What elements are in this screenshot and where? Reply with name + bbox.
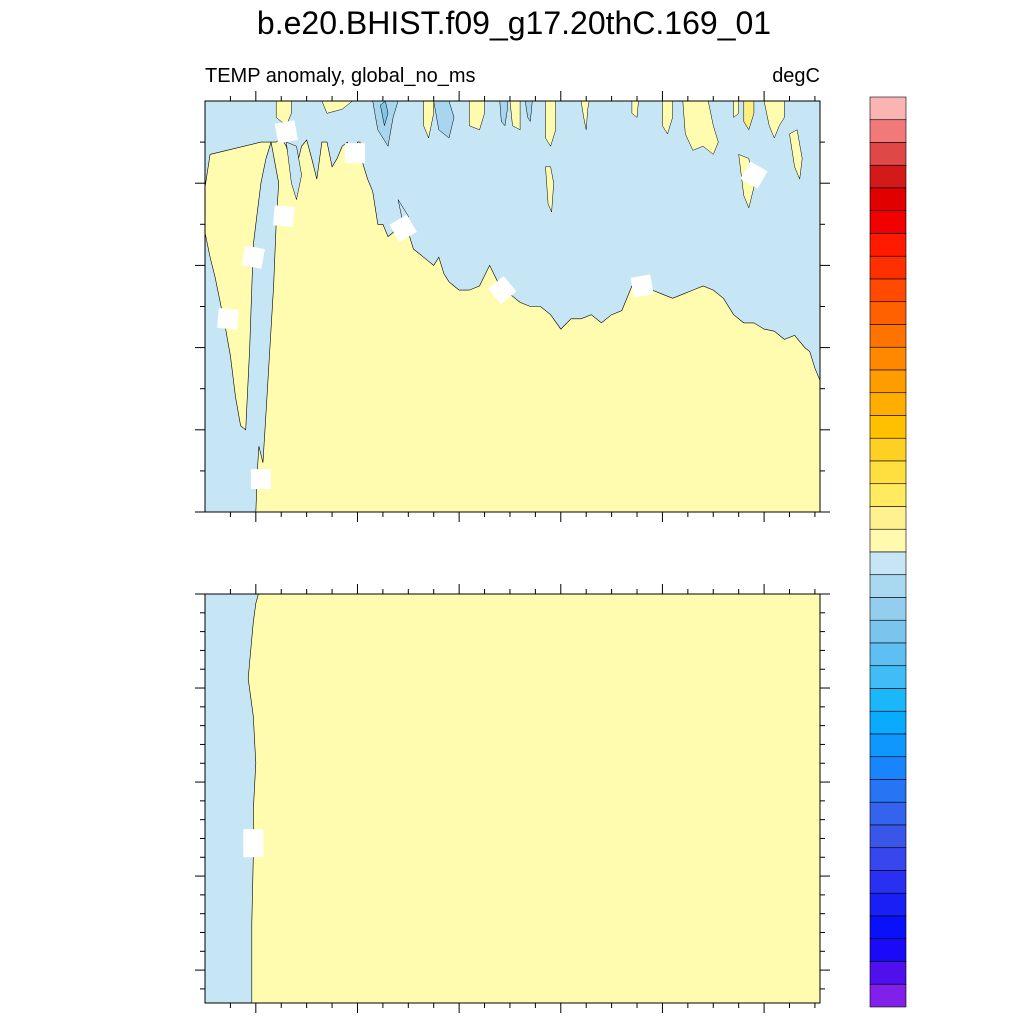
- upper-contour-label-bg: [630, 274, 654, 298]
- lower-positive-background: [205, 594, 820, 1003]
- upper-contour-label-bg: [344, 143, 365, 164]
- colorbar-box: [869, 619, 907, 644]
- colorbar-box: [869, 415, 907, 439]
- colorbar-box: [869, 460, 907, 485]
- colorbar-box: [869, 597, 907, 621]
- colorbar-box: [869, 96, 907, 121]
- upper-contour-patch-21: [285, 141, 302, 201]
- upper-contour-patch-19: [789, 129, 803, 181]
- colorbar-box: [869, 892, 907, 917]
- colorbar: [869, 96, 907, 1008]
- colorbar-box: [869, 255, 907, 280]
- colorbar-box: [869, 574, 907, 598]
- colorbar-box: [869, 710, 907, 735]
- colorbar-box: [869, 801, 907, 826]
- colorbar-box: [869, 346, 907, 371]
- upper-contour-label-bg: [217, 307, 239, 330]
- upper-contour-label: [241, 245, 265, 269]
- colorbar-box: [869, 210, 907, 234]
- upper-contour-label: [274, 120, 298, 144]
- lower-panel: [195, 584, 830, 1013]
- colorbar-box: [869, 119, 907, 143]
- colorbar-box: [869, 938, 907, 962]
- upper-contour-label: [344, 143, 365, 164]
- lower-negative-region: [205, 594, 259, 1003]
- subtitle-left: TEMP anomaly, global_no_ms: [205, 65, 476, 87]
- colorbar-box: [869, 369, 907, 394]
- colorbar-box: [869, 506, 907, 530]
- lower-zero-contour: [247, 593, 259, 1003]
- colorbar-box: [869, 528, 907, 553]
- colorbar-box: [869, 983, 907, 1008]
- upper-contour-label: [272, 205, 295, 227]
- upper-contour-label-bg: [274, 120, 298, 144]
- upper-contour-label: [217, 307, 239, 330]
- lower-contour-label: [243, 829, 264, 858]
- chart-title: b.e20.BHIST.f09_g17.20thC.169_01: [257, 5, 771, 41]
- upper-contour-patch-4: [380, 100, 389, 126]
- colorbar-box: [869, 278, 907, 303]
- colorbar-box: [869, 437, 907, 462]
- upper-contour-label-bg: [740, 161, 768, 189]
- upper-contour-label: [740, 161, 768, 189]
- colorbar-box: [869, 324, 907, 348]
- upper-contour-patch-15: [682, 100, 719, 155]
- colorbar-box: [869, 392, 907, 416]
- colorbar-box: [869, 847, 907, 871]
- lower-contour-label-bg: [243, 829, 264, 858]
- subtitle-right: degC: [772, 65, 820, 87]
- colorbar-box: [869, 642, 907, 667]
- colorbar-box: [869, 870, 907, 894]
- colorbar-box: [869, 483, 907, 507]
- colorbar-box: [869, 142, 907, 166]
- colorbar-box: [869, 688, 907, 712]
- upper-contour-patch-22: [545, 166, 554, 213]
- colorbar-box: [869, 301, 907, 325]
- upper-contour-label-bg: [488, 276, 517, 305]
- colorbar-box: [869, 756, 907, 780]
- colorbar-box: [869, 733, 907, 758]
- upper-contour-label: [250, 469, 271, 490]
- lower-plot-frame: [204, 593, 821, 1004]
- upper-panel: [195, 91, 830, 522]
- colorbar-box: [869, 915, 907, 940]
- upper-contour-label: [488, 276, 517, 305]
- upper-contour-label: [630, 274, 654, 298]
- colorbar-box: [869, 551, 907, 576]
- upper-contour-label-bg: [389, 214, 417, 243]
- upper-contour-label: [389, 214, 417, 243]
- colorbar-box: [869, 779, 907, 803]
- colorbar-box: [869, 824, 907, 849]
- colorbar-box: [869, 187, 907, 212]
- colorbar-box: [869, 164, 907, 189]
- colorbar-box: [869, 665, 907, 689]
- colorbar-box: [869, 233, 907, 257]
- upper-contour-label-bg: [241, 245, 265, 269]
- upper-contour-label-bg: [250, 469, 271, 490]
- colorbar-box: [869, 961, 907, 985]
- upper-contour-label-bg: [272, 205, 295, 227]
